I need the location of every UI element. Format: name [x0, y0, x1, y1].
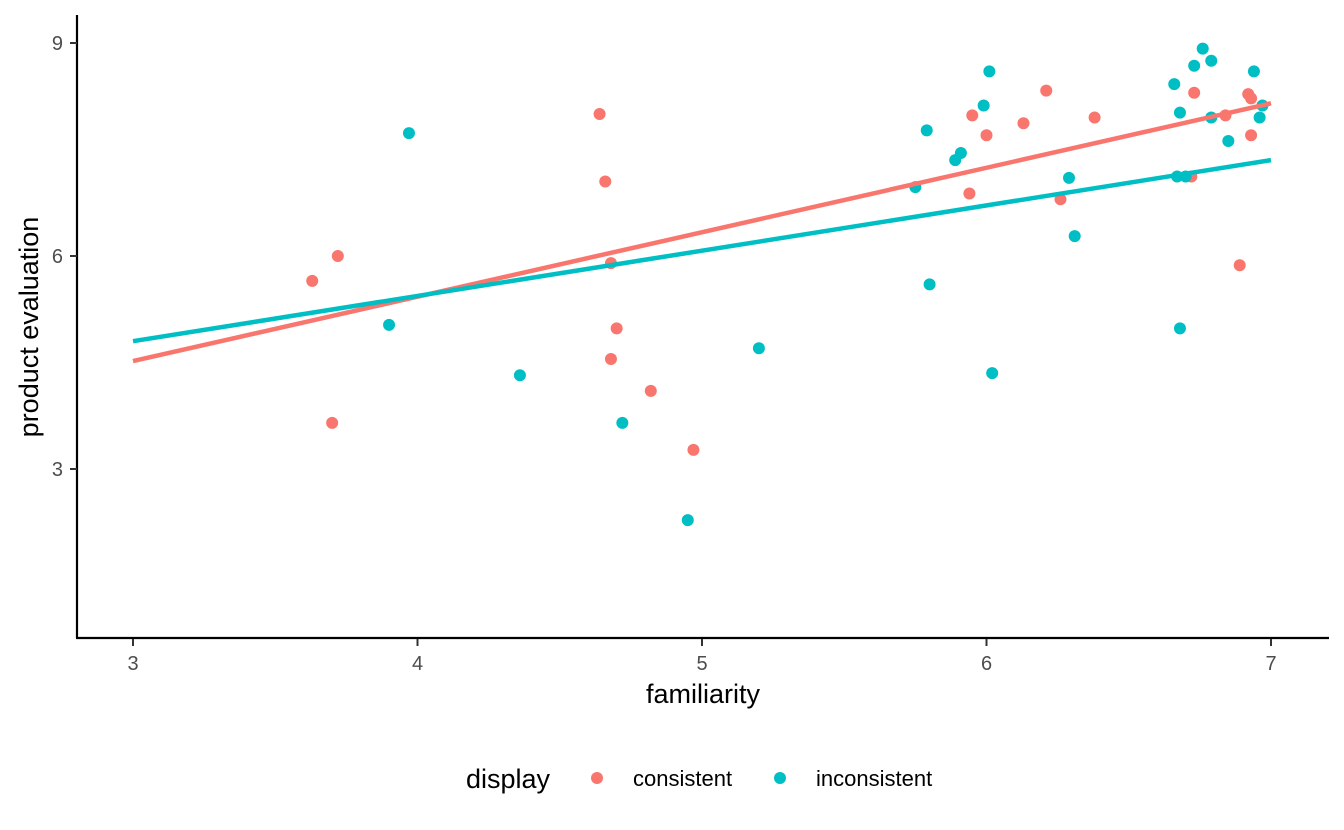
fit-line-consistent — [132, 101, 1272, 364]
data-point-consistent — [980, 129, 993, 142]
legend: display consistent inconsistent — [466, 764, 932, 794]
data-point-inconsistent — [1063, 171, 1076, 184]
legend-title: display — [466, 764, 551, 794]
data-point-consistent — [963, 187, 976, 200]
data-point-inconsistent — [1188, 59, 1201, 72]
data-point-consistent — [1017, 117, 1030, 130]
data-point-inconsistent — [920, 124, 933, 137]
data-point-inconsistent — [1196, 42, 1209, 55]
data-point-consistent — [644, 384, 657, 397]
data-point-inconsistent — [1222, 134, 1235, 147]
data-point-inconsistent — [1168, 78, 1181, 91]
data-point-inconsistent — [1173, 322, 1186, 335]
y-tick-label: 6 — [52, 246, 63, 268]
data-point-consistent — [593, 108, 606, 120]
data-point-consistent — [604, 352, 617, 365]
y-tick-label: 9 — [52, 33, 63, 55]
data-point-inconsistent — [983, 65, 996, 78]
data-point-inconsistent — [986, 367, 999, 380]
ticks: 3 4 5 6 7 3 6 9 — [52, 33, 1277, 675]
data-point-consistent — [1188, 86, 1201, 99]
data-point-consistent — [306, 274, 319, 287]
legend-key-inconsistent — [774, 772, 786, 784]
data-point-inconsistent — [513, 369, 526, 382]
data-point-inconsistent — [1253, 111, 1266, 124]
data-point-inconsistent — [977, 99, 990, 112]
data-point-inconsistent — [1247, 65, 1260, 78]
data-point-consistent — [326, 416, 339, 429]
x-tick-label: 6 — [981, 653, 992, 675]
legend-label-inconsistent: inconsistent — [816, 766, 932, 791]
fit-line-inconsistent — [132, 157, 1272, 344]
data-point-inconsistent — [752, 342, 765, 355]
data-point-inconsistent — [1205, 54, 1218, 67]
data-point-inconsistent — [923, 278, 936, 291]
data-point-consistent — [1233, 259, 1246, 272]
axes — [75, 15, 1329, 640]
data-point-inconsistent — [1173, 106, 1186, 119]
x-tick-label: 5 — [696, 653, 707, 675]
data-point-consistent — [331, 250, 344, 262]
data-point-consistent — [599, 175, 612, 188]
data-point-consistent — [687, 443, 700, 456]
data-point-consistent — [966, 109, 979, 122]
data-point-inconsistent — [616, 416, 629, 429]
fit-lines-layer — [132, 101, 1272, 364]
legend-label-consistent: consistent — [633, 766, 732, 791]
x-tick-label: 7 — [1265, 653, 1276, 675]
data-point-consistent — [1245, 92, 1258, 105]
data-point-consistent — [1088, 111, 1101, 124]
data-point-inconsistent — [1068, 230, 1081, 243]
y-tick-label: 3 — [52, 459, 63, 481]
points-layer — [306, 42, 1269, 527]
data-point-consistent — [1245, 129, 1258, 142]
data-point-inconsistent — [681, 514, 694, 527]
legend-key-consistent — [591, 772, 603, 784]
data-point-inconsistent — [954, 147, 967, 160]
data-point-inconsistent — [402, 127, 415, 140]
x-tick-label: 4 — [412, 653, 423, 675]
y-axis-title: product evaluation — [14, 217, 44, 438]
data-point-inconsistent — [383, 318, 396, 331]
x-axis-title: familiarity — [646, 679, 761, 709]
data-point-consistent — [610, 322, 623, 335]
data-point-consistent — [1040, 84, 1053, 97]
x-tick-label: 3 — [127, 653, 138, 675]
